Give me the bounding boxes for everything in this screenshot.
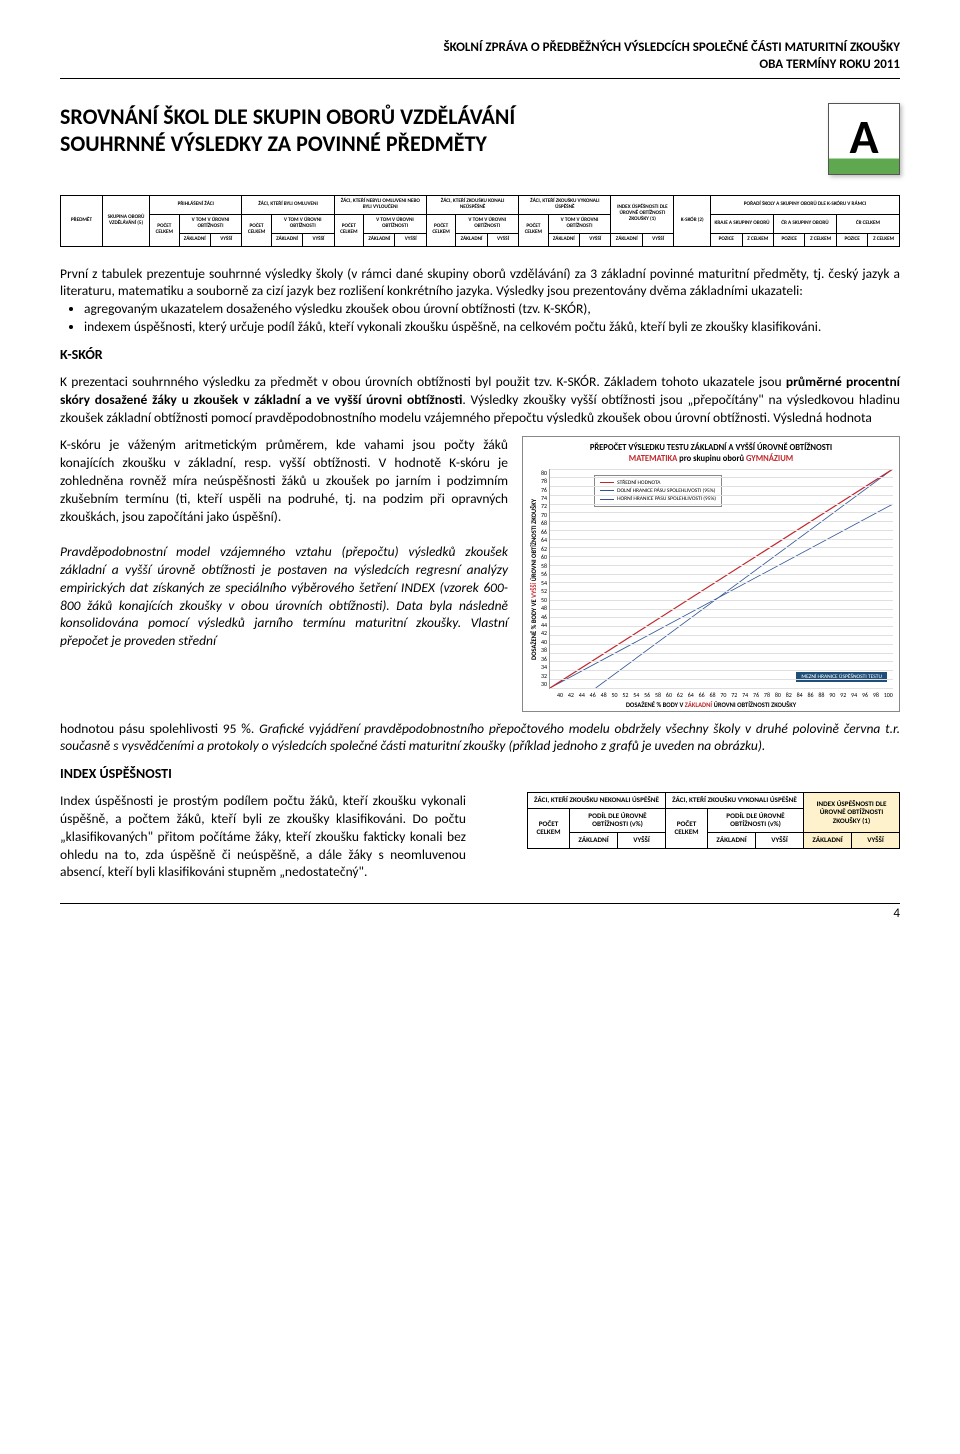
col-omluveni: ŽÁCI, KTEŘÍ BYLI OMLUVENI [242, 195, 334, 214]
summary-header-table: PŘEDMĚT SKUPINA OBORŮ VZDĚLÁVÁNÍ (5) PŘI… [60, 195, 900, 247]
col-poradi: POŘADÍ ŠKOLY A SKUPINY OBORŮ DLE K-SKÓRU… [711, 195, 900, 214]
chart-y-ticks: 8078767472706866646260585654525048464442… [539, 469, 549, 689]
index-header-table: ŽÁCI, KTEŘÍ ZKOUŠKU NEKONALI ÚSPĚŠNĚ ŽÁC… [527, 792, 900, 849]
report-header: ŠKOLNÍ ZPRÁVA O PŘEDBĚŽNÝCH VÝSLEDCÍCH S… [60, 40, 900, 79]
probability-model-paragraph: Pravděpodobnostní model vzájemného vztah… [60, 543, 508, 650]
intro-paragraph: První z tabulek prezentuje souhrnné výsl… [60, 265, 900, 336]
chart-x-ticks: 4042444648505254565860626466687072747678… [529, 691, 893, 699]
index-section: Index úspěšnosti je prostým podílem počt… [60, 792, 900, 881]
col-predmet: PŘEDMĚT [61, 195, 103, 246]
col-index: INDEX ÚSPĚŠNOSTI DLE ÚROVNĚ OBTÍŽNOSTI Z… [611, 195, 674, 233]
chart-plot-area: STŘEDNÍ HODNOTA DOLNÍ HRANICE PÁSU SPOLE… [549, 469, 893, 689]
bullet-kskor: agregovaným ukazatelem dosaženého výsled… [84, 300, 900, 318]
chart-y-label: DOSAŽENÉ % BODY VE VYŠŠÍ ÚROVNI OBTÍŽNOS… [529, 469, 539, 689]
chart-lines [550, 469, 893, 688]
recalc-chart: PŘEPOČET VÝSLEDKU TESTU ZÁKLADNÍ A VYŠŠÍ… [522, 436, 900, 711]
index-heading: INDEX ÚSPĚŠNOSTI [60, 765, 900, 782]
col-kskor: K-SKÓR (2) [674, 195, 711, 246]
section-badge: A [828, 103, 900, 175]
left-text-column: K-skóru je váženým aritmetickým průměrem… [60, 436, 508, 711]
index-paragraph: Index úspěšnosti je prostým podílem počt… [60, 792, 466, 881]
header-line2: OBA TERMÍNY ROKU 2011 [60, 57, 900, 74]
bullet-index: indexem úspěšnosti, který určuje podíl ž… [84, 318, 900, 336]
chart-title: PŘEPOČET VÝSLEDKU TESTU ZÁKLADNÍ A VYŠŠÍ… [529, 443, 893, 464]
page-number: 4 [60, 903, 900, 921]
col-skupina: SKUPINA OBORŮ VZDĚLÁVÁNÍ (5) [102, 195, 149, 246]
title-row: SROVNÁNÍ ŠKOL DLE SKUPIN OBORŮ VZDĚLÁVÁN… [60, 103, 900, 175]
kskor-paragraph: K prezentaci souhrnného výsledku za před… [60, 373, 900, 426]
continuation-paragraph: hodnotou pásu spolehlivosti 95 %. Grafic… [60, 720, 900, 756]
header-line1: ŠKOLNÍ ZPRÁVA O PŘEDBĚŽNÝCH VÝSLEDCÍCH S… [60, 40, 900, 57]
page-title: SROVNÁNÍ ŠKOL DLE SKUPIN OBORŮ VZDĚLÁVÁN… [60, 103, 515, 158]
col-neuspesne: ŽÁCI, KTEŘÍ ZKOUŠKU KONALI NEÚSPĚŠNĚ [426, 195, 518, 214]
two-column-section: K-skóru je váženým aritmetickým průměrem… [60, 436, 900, 711]
chart-column: PŘEPOČET VÝSLEDKU TESTU ZÁKLADNÍ A VYŠŠÍ… [522, 436, 900, 711]
col-prihlaseni: PŘIHLÁŠENÍ ŽÁCI [150, 195, 242, 214]
chart-x-label: DOSAŽENÉ % BODY V ZÁKLADNÍ ÚROVNI OBTÍŽN… [529, 701, 893, 709]
kskor-heading: K-SKÓR [60, 346, 900, 363]
kskor-weights-paragraph: K-skóru je váženým aritmetickým průměrem… [60, 436, 508, 525]
col-uspesne: ŽÁCI, KTEŘÍ ZKOUŠKU VYKONALI ÚSPĚŠNĚ [519, 195, 611, 214]
col-neomluveni: ŽÁCI, KTEŘÍ NEBYLI OMLUVENI NEBO BYLI VY… [334, 195, 426, 214]
